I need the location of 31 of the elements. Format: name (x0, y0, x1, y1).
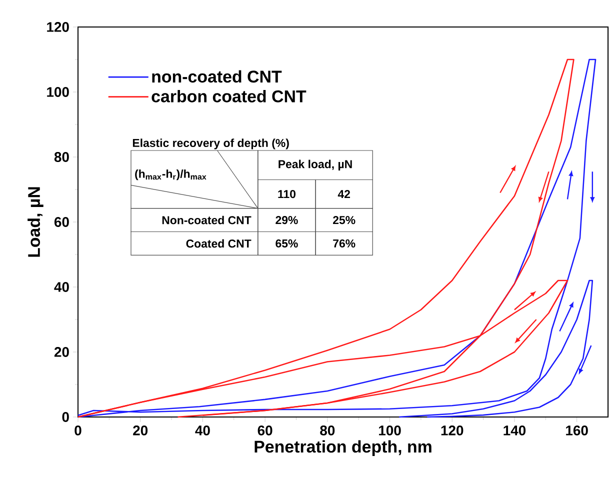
y-tick-label: 40 (54, 282, 69, 292)
y-axis-title: Load, µN (28, 187, 44, 257)
y-tick-label: 80 (54, 152, 69, 162)
x-tick-label: 60 (258, 426, 272, 436)
annotation: (h$_{max}$-h$_{r}$)/h$_{max}$ (135, 169, 206, 180)
legend-label: non-coated CNT (152, 70, 282, 83)
x-tick-label: 100 (379, 426, 401, 436)
annotation: 76% (333, 239, 356, 248)
y-tick-label: 20 (54, 347, 69, 357)
annotation: 110 (278, 190, 296, 198)
x-tick-label: 40 (195, 426, 210, 436)
y-tick-label: 0 (62, 412, 69, 422)
annotation: 65% (276, 239, 298, 248)
x-tick-label: 20 (133, 426, 148, 436)
x-tick-label: 120 (441, 426, 464, 436)
annotation: Elastic recovery of depth (%) (132, 138, 289, 150)
x-tick-label: 140 (504, 426, 526, 436)
x-axis-title: Penetration depth, nm (254, 440, 432, 456)
annotation: 29% (276, 216, 298, 224)
annotation: 25% (333, 216, 356, 224)
annotation: Coated CNT (186, 239, 252, 248)
y-tick-label: 60 (54, 217, 69, 227)
y-tick-label: 100 (47, 87, 69, 97)
x-tick-label: 0 (74, 426, 82, 436)
annotation: Peak load, µN (278, 160, 352, 170)
annotation: 42 (338, 190, 350, 198)
x-tick-label: 80 (320, 426, 335, 436)
y-tick-label: 120 (47, 22, 69, 32)
annotation: Non-coated CNT (162, 216, 252, 224)
x-tick-label: 160 (566, 426, 588, 436)
legend-label: carbon coated CNT (152, 90, 306, 102)
